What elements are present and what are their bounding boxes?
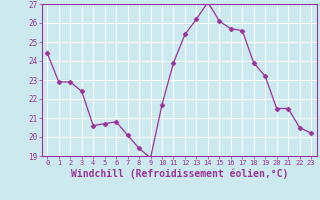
X-axis label: Windchill (Refroidissement éolien,°C): Windchill (Refroidissement éolien,°C) — [70, 169, 288, 179]
